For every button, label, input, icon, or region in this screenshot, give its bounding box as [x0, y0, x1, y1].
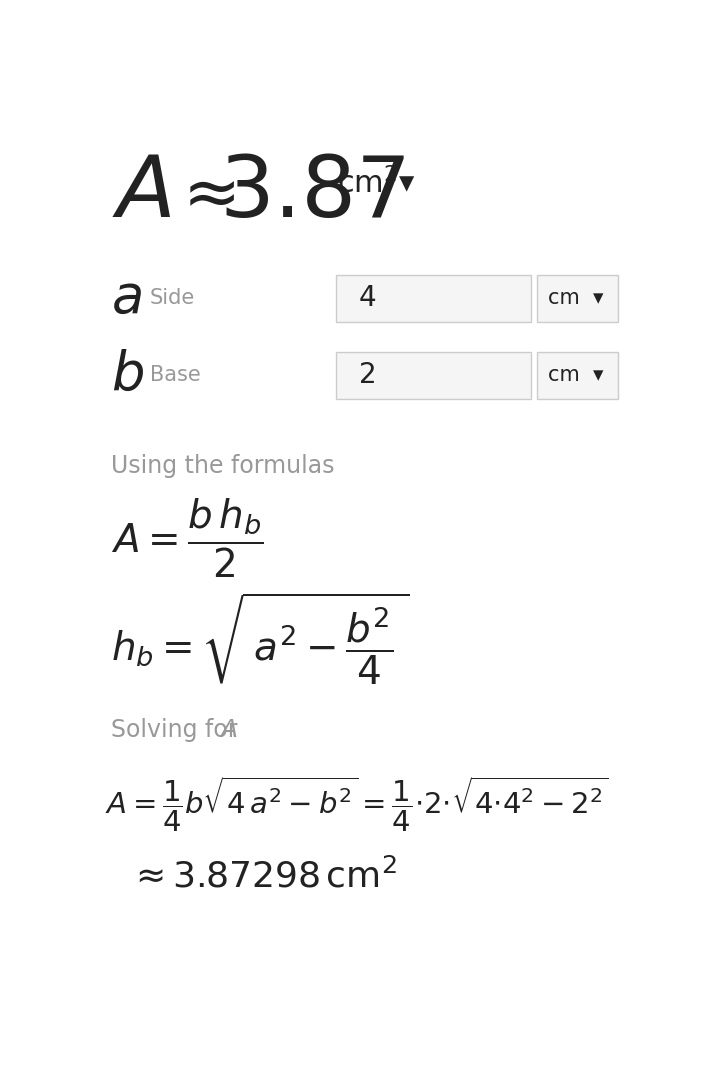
- Text: $\mathit{b}$: $\mathit{b}$: [111, 349, 144, 401]
- FancyBboxPatch shape: [537, 353, 617, 398]
- Text: 4: 4: [359, 284, 376, 312]
- Text: cm  ▾: cm ▾: [548, 288, 603, 308]
- Text: cm  ▾: cm ▾: [548, 366, 603, 385]
- Text: Using the formulas: Using the formulas: [111, 454, 334, 478]
- FancyBboxPatch shape: [336, 275, 531, 322]
- Text: 3.87: 3.87: [220, 152, 411, 235]
- Text: $\mathit{A}$: $\mathit{A}$: [220, 718, 238, 742]
- Text: $A=\dfrac{b\,h_b}{2}$: $A=\dfrac{b\,h_b}{2}$: [111, 497, 263, 580]
- Text: Side: Side: [150, 288, 195, 308]
- FancyBboxPatch shape: [336, 353, 531, 398]
- Text: $A=\dfrac{1}{4}b\sqrt{4\,a^2-b^2}=\dfrac{1}{4}{\cdot}2{\cdot}\sqrt{4{\cdot}4^2-2: $A=\dfrac{1}{4}b\sqrt{4\,a^2-b^2}=\dfrac…: [105, 775, 608, 833]
- Text: Solving for: Solving for: [111, 718, 245, 742]
- Text: cm$^2$▾: cm$^2$▾: [337, 166, 416, 199]
- FancyBboxPatch shape: [537, 275, 617, 322]
- Text: $\mathit{A}$: $\mathit{A}$: [113, 152, 172, 235]
- Text: $\approx$: $\approx$: [169, 160, 235, 227]
- Text: $h_b=\sqrt{\,a^2-\dfrac{b^2}{4}\,}$: $h_b=\sqrt{\,a^2-\dfrac{b^2}{4}\,}$: [111, 591, 409, 687]
- Text: Base: Base: [150, 366, 200, 385]
- Text: $\mathit{a}$: $\mathit{a}$: [111, 272, 142, 324]
- Text: $\approx 3.87298\,\mathrm{cm}^2$: $\approx 3.87298\,\mathrm{cm}^2$: [128, 857, 397, 894]
- Text: 2: 2: [359, 361, 376, 390]
